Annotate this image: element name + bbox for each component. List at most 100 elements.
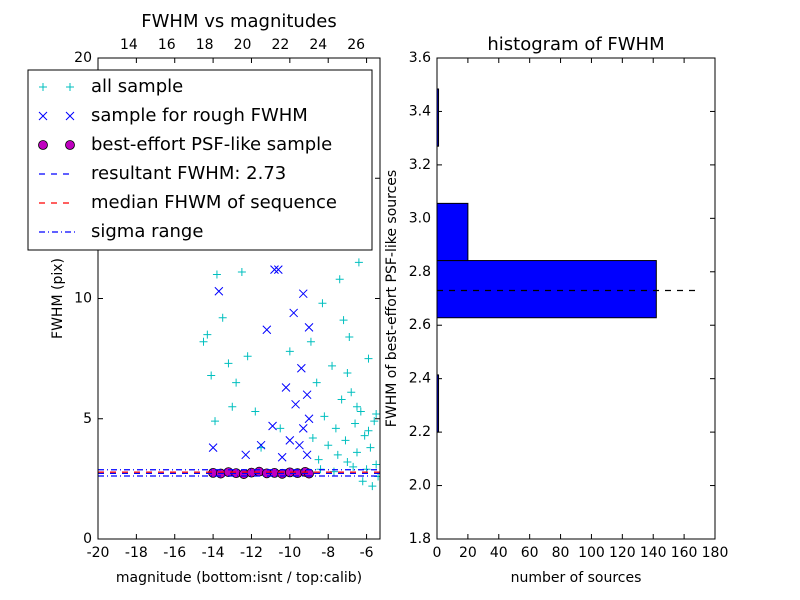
marker (65, 140, 75, 150)
marker (337, 395, 346, 404)
marker (296, 363, 306, 373)
x-tick-label: 0 (433, 545, 442, 561)
marker (349, 462, 358, 471)
legend-label: median FHWM of sequence (91, 192, 337, 213)
marker (343, 369, 352, 378)
x2-tick-label: 24 (309, 37, 327, 53)
y-tick-label: 10 (74, 291, 92, 307)
marker (277, 452, 287, 462)
marker (285, 347, 294, 356)
x-tick-label: 140 (640, 545, 667, 561)
marker (273, 265, 283, 274)
axes-frame (436, 57, 716, 540)
x-tick-label: 80 (552, 545, 570, 561)
x2-tick-label: 14 (120, 37, 138, 53)
legend-label: sample for rough FWHM (91, 105, 308, 126)
bar (436, 260, 657, 319)
x-tick-label: -10 (278, 545, 301, 561)
x-tick-label: -20 (87, 545, 110, 561)
legend-label: sigma range (91, 221, 203, 242)
marker (241, 450, 251, 460)
marker (256, 440, 266, 450)
marker (39, 83, 47, 91)
y-tick-label: 1.8 (409, 531, 431, 547)
marker (38, 140, 48, 150)
marker (211, 417, 220, 426)
marker (38, 111, 48, 121)
marker (333, 450, 342, 459)
chart-title: histogram of FWHM (487, 34, 664, 55)
marker (232, 378, 241, 387)
marker (366, 443, 375, 452)
marker (356, 407, 365, 416)
y-tick-label: 2.2 (409, 424, 431, 440)
y-axis-label: FWHM (pix) (50, 258, 66, 339)
y-tick-label: 0 (83, 531, 92, 547)
marker (351, 419, 360, 428)
marker (354, 258, 363, 267)
marker (212, 270, 221, 279)
y-tick-label: 20 (74, 50, 92, 66)
x-tick-label: 100 (578, 545, 605, 561)
y-tick-label: 3.0 (409, 210, 431, 226)
marker (199, 337, 208, 346)
marker (65, 111, 75, 121)
marker (343, 458, 352, 467)
marker (308, 433, 317, 442)
marker (335, 275, 344, 284)
legend-label: all sample (91, 76, 183, 97)
marker (276, 424, 285, 433)
marker (262, 325, 272, 335)
x-tick-label: 160 (671, 545, 698, 561)
marker (341, 436, 350, 445)
chart-title: FWHM vs magnitudes (141, 11, 336, 32)
x-tick-label: 60 (521, 545, 539, 561)
y-tick-label: 3.2 (409, 157, 431, 173)
marker (302, 450, 312, 460)
marker (339, 316, 348, 325)
marker (218, 313, 227, 322)
marker (304, 414, 314, 424)
marker (372, 460, 380, 469)
marker (306, 337, 315, 346)
marker (368, 482, 377, 491)
x2-tick-label: 16 (158, 37, 176, 53)
marker (289, 308, 299, 318)
x2-tick-label: 26 (347, 37, 365, 53)
legend-box (27, 69, 373, 251)
bar (436, 202, 469, 262)
marker (328, 361, 337, 370)
marker (251, 407, 260, 416)
marker (298, 289, 308, 299)
x-tick-label: -18 (125, 545, 148, 561)
y-tick-label: 3.4 (409, 103, 431, 119)
marker (304, 323, 314, 332)
marker (270, 265, 279, 274)
x2-tick-label: 22 (271, 37, 289, 53)
marker (352, 402, 361, 411)
y-tick-label: 5 (83, 411, 92, 427)
marker (352, 448, 361, 457)
marker (318, 299, 327, 308)
marker (302, 390, 312, 400)
y-axis-label: FWHM of best-effort PSF-like sources (384, 170, 400, 427)
marker (320, 412, 329, 421)
marker (298, 424, 308, 433)
marker (228, 402, 237, 411)
marker (314, 455, 323, 464)
marker (360, 431, 369, 440)
marker (364, 354, 373, 363)
y-tick-label: 2.6 (409, 317, 431, 333)
y-tick-label: 2.4 (409, 371, 431, 387)
x-tick-label: -12 (240, 545, 263, 561)
marker (364, 426, 373, 435)
x-tick-label: 40 (490, 545, 508, 561)
marker (281, 383, 291, 392)
x2-tick-label: 18 (196, 37, 214, 53)
x2-tick-label: 20 (234, 37, 252, 53)
marker (312, 378, 321, 387)
marker (370, 417, 379, 426)
x-tick-label: -6 (360, 545, 374, 561)
marker (237, 268, 246, 277)
